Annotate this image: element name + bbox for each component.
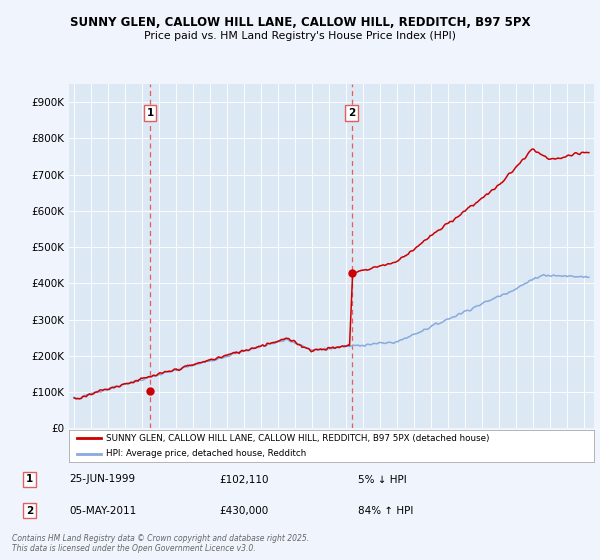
Text: £102,110: £102,110 bbox=[220, 474, 269, 484]
Text: 1: 1 bbox=[146, 108, 154, 118]
Text: 84% ↑ HPI: 84% ↑ HPI bbox=[358, 506, 413, 516]
Text: HPI: Average price, detached house, Redditch: HPI: Average price, detached house, Redd… bbox=[106, 449, 306, 459]
Text: 05-MAY-2011: 05-MAY-2011 bbox=[70, 506, 137, 516]
Text: SUNNY GLEN, CALLOW HILL LANE, CALLOW HILL, REDDITCH, B97 5PX: SUNNY GLEN, CALLOW HILL LANE, CALLOW HIL… bbox=[70, 16, 530, 29]
Text: 2: 2 bbox=[26, 506, 33, 516]
Text: Contains HM Land Registry data © Crown copyright and database right 2025.
This d: Contains HM Land Registry data © Crown c… bbox=[12, 534, 309, 553]
Text: 25-JUN-1999: 25-JUN-1999 bbox=[70, 474, 136, 484]
Text: Price paid vs. HM Land Registry's House Price Index (HPI): Price paid vs. HM Land Registry's House … bbox=[144, 31, 456, 41]
Text: 1: 1 bbox=[26, 474, 33, 484]
Text: 5% ↓ HPI: 5% ↓ HPI bbox=[358, 474, 406, 484]
Text: 2: 2 bbox=[348, 108, 355, 118]
Text: £430,000: £430,000 bbox=[220, 506, 269, 516]
Text: SUNNY GLEN, CALLOW HILL LANE, CALLOW HILL, REDDITCH, B97 5PX (detached house): SUNNY GLEN, CALLOW HILL LANE, CALLOW HIL… bbox=[106, 434, 489, 443]
